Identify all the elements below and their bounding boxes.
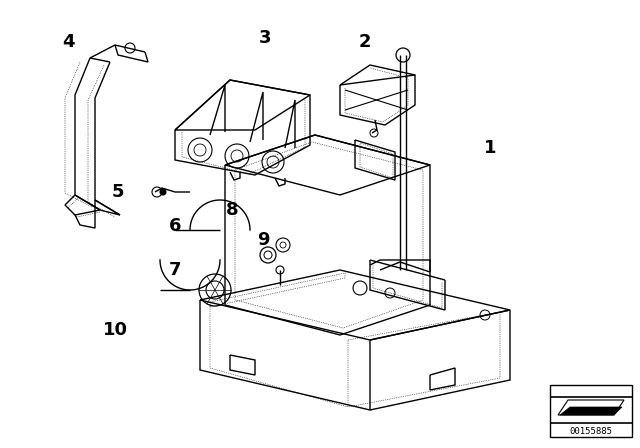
Text: 1: 1 [484,139,496,157]
Text: 9: 9 [257,231,269,249]
Text: 00155885: 00155885 [570,426,612,435]
Text: 4: 4 [61,33,74,51]
Text: 6: 6 [169,217,181,235]
Text: 7: 7 [169,261,181,279]
Polygon shape [560,407,622,415]
Text: 3: 3 [259,29,271,47]
Text: 10: 10 [102,321,127,339]
Text: 2: 2 [359,33,371,51]
Text: 5: 5 [112,183,124,201]
Circle shape [160,189,166,195]
Text: 8: 8 [226,201,238,219]
